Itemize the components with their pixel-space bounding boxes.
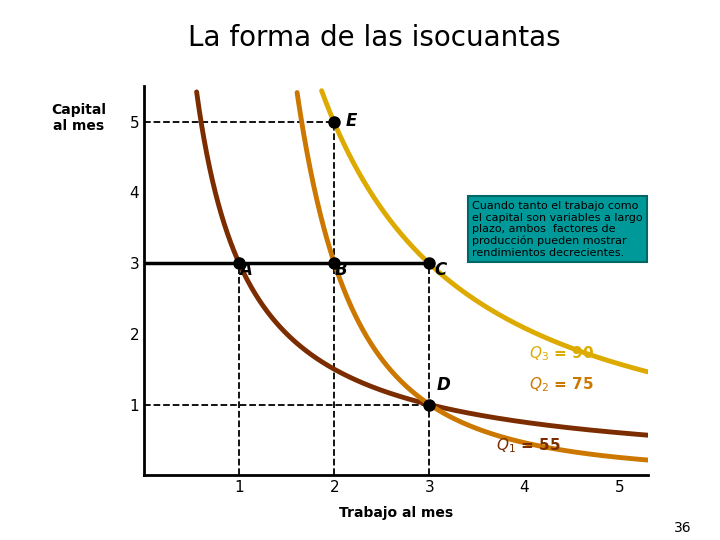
- Text: E: E: [346, 112, 357, 130]
- Text: C: C: [434, 261, 446, 279]
- X-axis label: Trabajo al mes: Trabajo al mes: [339, 506, 453, 520]
- Text: La forma de las isocuantas: La forma de las isocuantas: [188, 24, 561, 52]
- Text: $Q_2$ = 75: $Q_2$ = 75: [529, 375, 594, 394]
- Text: $Q_3$ = 90: $Q_3$ = 90: [529, 345, 594, 363]
- Text: B: B: [334, 261, 347, 279]
- Text: 36: 36: [674, 521, 691, 535]
- Text: $Q_1$ = 55: $Q_1$ = 55: [496, 436, 561, 455]
- Y-axis label: Capital
al mes: Capital al mes: [51, 103, 106, 133]
- Text: A: A: [239, 261, 252, 279]
- Text: D: D: [437, 376, 451, 394]
- Text: Cuando tanto el trabajo como
el capital son variables a largo
plazo, ambos  fact: Cuando tanto el trabajo como el capital …: [472, 201, 643, 258]
